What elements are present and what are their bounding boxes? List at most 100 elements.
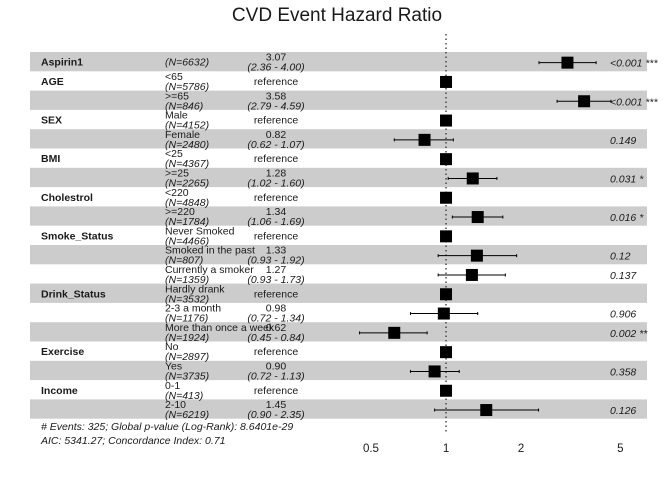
hr-label: 3.58	[266, 90, 287, 102]
hr-label: reference	[254, 153, 299, 165]
variable-label: Exercise	[41, 346, 84, 358]
n-label: (N=3532)	[165, 293, 209, 305]
hazard-point	[440, 114, 453, 127]
n-label: (N=1359)	[165, 274, 209, 286]
hr-label: 1.45	[266, 399, 287, 411]
hr-label: 0.90	[266, 360, 287, 372]
p-value-label: 0.016 *	[610, 212, 644, 224]
level-label: Female	[165, 129, 200, 141]
level-label: Never Smoked	[165, 225, 235, 237]
hazard-point	[470, 249, 483, 262]
n-label: (N=1924)	[165, 332, 209, 344]
variable-label: Drink_Status	[41, 288, 106, 300]
hazard-point	[440, 288, 453, 301]
hr-label: 1.27	[266, 264, 287, 276]
row-band	[30, 52, 647, 72]
x-tick-label: 2	[518, 443, 524, 455]
ci-label: (1.02 - 1.60)	[247, 177, 304, 189]
p-value-label: 0.031 *	[610, 173, 644, 185]
n-label: (N=4466)	[165, 235, 209, 247]
hazard-point	[440, 75, 453, 88]
variable-label: Aspirin1	[41, 57, 83, 69]
hazard-point	[440, 153, 453, 166]
level-label: More than once a week	[165, 322, 275, 334]
variable-label: Smoke_Status	[41, 230, 114, 242]
row-band	[30, 283, 647, 303]
hazard-point	[440, 230, 453, 243]
footer-line: # Events: 325; Global p-value (Log-Rank)…	[41, 421, 293, 433]
row-band	[30, 167, 647, 188]
hazard-point	[578, 95, 591, 108]
hr-label: 0.82	[266, 129, 287, 141]
level-label: Yes	[165, 360, 182, 372]
hr-label: 1.34	[266, 206, 287, 218]
p-value-label: 0.906	[610, 309, 636, 321]
p-value-label: 0.358	[610, 366, 636, 378]
row-band	[30, 399, 647, 419]
p-value-label: 0.149	[610, 135, 636, 147]
hr-label: reference	[254, 192, 299, 204]
hazard-point	[561, 56, 574, 69]
n-label: (N=6632)	[165, 57, 209, 69]
variable-label: AGE	[41, 76, 64, 88]
hr-label: 1.33	[266, 245, 287, 257]
hazard-point	[471, 211, 484, 224]
level-label: Male	[165, 110, 188, 122]
hazard-point	[440, 346, 453, 359]
level-label: Smoked in the past	[165, 245, 255, 257]
footer-line: AIC: 5341.27; Concordance Index: 0.71	[40, 435, 225, 447]
p-value-label: 0.002 **	[610, 328, 648, 340]
n-label: (N=3735)	[165, 370, 209, 382]
n-label: (N=413)	[165, 390, 203, 402]
level-label: >=220	[165, 206, 195, 218]
hr-label: 0.62	[266, 322, 287, 334]
ci-label: (0.62 - 1.07)	[247, 139, 304, 151]
x-tick-label: 0.5	[363, 443, 379, 455]
hazard-point	[480, 404, 493, 417]
hazard-point	[440, 384, 453, 397]
n-label: (N=6219)	[165, 409, 209, 421]
ci-label: (2.79 - 4.59)	[247, 100, 304, 112]
row-labels: Aspirin1 (N=6632) 3.07(2.36 - 4.00) <0.001 …	[41, 52, 658, 421]
ci-label: (0.93 - 1.92)	[247, 255, 304, 267]
hr-label: reference	[254, 76, 299, 88]
level-label: <65	[165, 71, 183, 83]
x-axis: 0.5 1 2 5	[363, 443, 623, 455]
level-label: <25	[165, 148, 183, 160]
hr-label: reference	[254, 115, 299, 127]
level-label: 0-1	[165, 380, 180, 392]
row-bands	[30, 52, 647, 419]
hazard-point	[437, 307, 450, 320]
ci-label: (0.72 - 1.34)	[247, 313, 304, 325]
variable-label: SEX	[41, 115, 62, 127]
hr-label: reference	[254, 230, 299, 242]
x-tick-label: 5	[617, 443, 623, 455]
hazard-marks	[359, 56, 612, 417]
level-label: 2-3 a month	[165, 303, 221, 315]
row-band	[30, 322, 647, 342]
n-label: (N=807)	[165, 255, 203, 267]
p-value-label: <0.001 ***	[610, 58, 658, 70]
p-value-label: 0.137	[610, 270, 637, 282]
ci-label: (1.06 - 1.69)	[247, 216, 304, 228]
hr-label: 3.07	[266, 52, 287, 64]
n-label: (N=4848)	[165, 197, 209, 209]
level-label: Hardly drank	[165, 283, 225, 295]
hazard-point	[428, 365, 441, 378]
hazard-point	[440, 191, 453, 204]
hr-label: reference	[254, 288, 299, 300]
n-label: (N=846)	[165, 100, 203, 112]
hr-label: reference	[254, 385, 299, 397]
hazard-point	[418, 133, 431, 146]
n-label: (N=4152)	[165, 120, 209, 132]
level-label: Currently a smoker	[165, 264, 254, 276]
chart-title: CVD Event Hazard Ratio	[232, 5, 442, 26]
ci-label: (0.93 - 1.73)	[247, 274, 304, 286]
row-band	[30, 360, 647, 381]
n-label: (N=2480)	[165, 139, 209, 151]
x-tick-label: 1	[443, 443, 449, 455]
level-label: >=65	[165, 90, 189, 102]
ci-label: (0.90 - 2.35)	[247, 409, 304, 421]
p-value-label: <0.001 ***	[610, 96, 658, 108]
hazard-point	[465, 268, 478, 281]
